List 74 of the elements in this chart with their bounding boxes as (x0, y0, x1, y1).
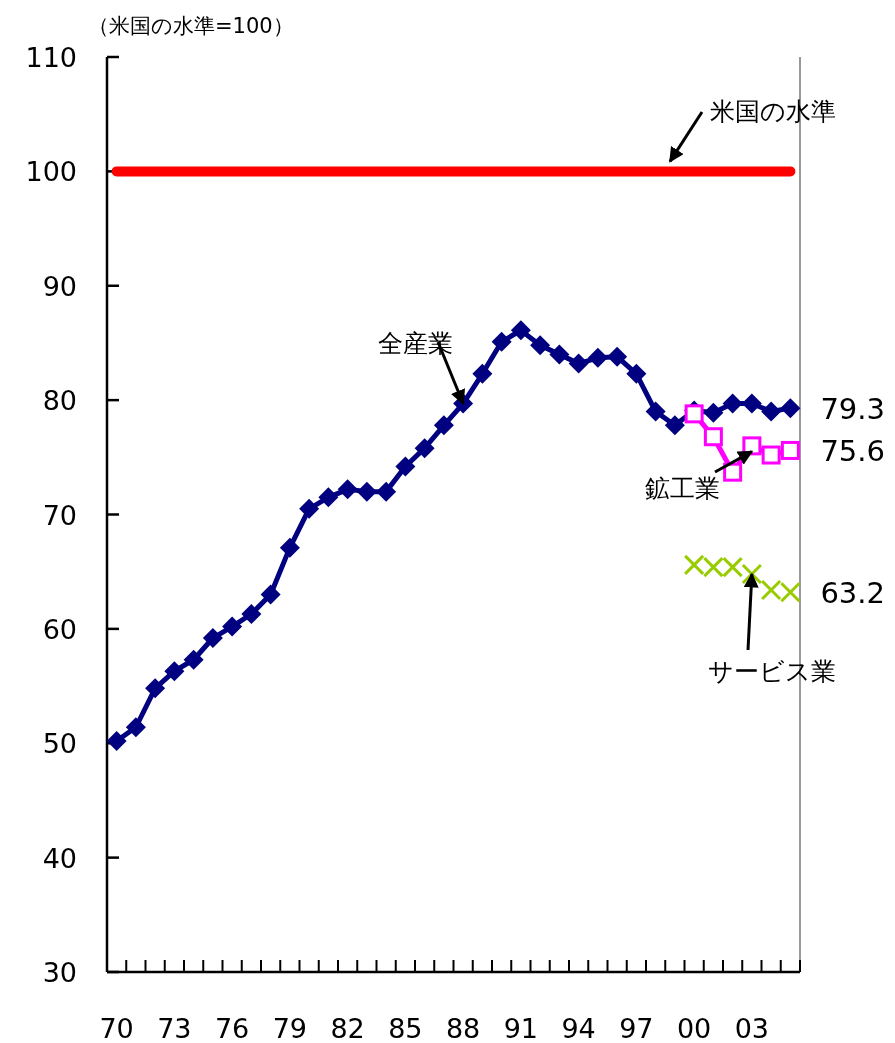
y-tick-label: 110 (25, 42, 77, 73)
point (703, 402, 724, 423)
point (299, 498, 320, 519)
point (664, 415, 685, 436)
point (702, 556, 724, 578)
point (145, 678, 166, 699)
point (337, 479, 358, 500)
point (723, 462, 743, 482)
point (607, 346, 628, 367)
annotation: 鉱工業 (645, 474, 720, 503)
point (125, 717, 146, 738)
x-tick-label: 91 (503, 1013, 539, 1043)
x-tick-label: 76 (214, 1013, 250, 1043)
x-tick-label: 79 (272, 1013, 308, 1043)
x-tick-label: 82 (330, 1013, 365, 1043)
point (761, 445, 781, 465)
y-tick-label: 60 (42, 613, 77, 645)
point (645, 401, 666, 422)
x-tick-label: 70 (99, 1013, 134, 1043)
point (530, 335, 551, 356)
point (760, 579, 782, 601)
point (222, 616, 243, 637)
point (722, 393, 743, 414)
point (472, 363, 493, 384)
point (683, 554, 705, 576)
point (202, 628, 223, 649)
x-tick-label: 85 (388, 1013, 423, 1043)
x-tick-label: 73 (157, 1013, 192, 1043)
annotation: サービス業 (708, 657, 836, 686)
y-tick-label: 100 (25, 156, 77, 188)
y-axis-title: （米国の水準=100） (88, 14, 294, 38)
point (549, 344, 570, 365)
point (510, 320, 531, 341)
point (414, 438, 435, 459)
point (626, 363, 647, 384)
annotation: 米国の水準 (710, 97, 836, 126)
point (318, 487, 339, 508)
point (164, 661, 185, 682)
y-tick-label: 30 (42, 957, 77, 988)
point (106, 730, 127, 751)
y-tick-label: 80 (42, 385, 77, 417)
point (260, 584, 281, 605)
point (684, 404, 704, 424)
point (433, 415, 454, 436)
y-tick-label: 90 (42, 270, 77, 302)
point (587, 347, 608, 368)
y-tick-label: 40 (42, 842, 77, 874)
point (491, 331, 512, 352)
point (703, 427, 723, 447)
point (568, 353, 589, 374)
point (741, 393, 762, 414)
point (779, 581, 801, 603)
data-label: 63.2 (820, 576, 885, 611)
point (395, 456, 416, 477)
y-tick-label: 50 (42, 728, 77, 760)
x-tick-label: 97 (619, 1013, 654, 1043)
x-tick-label: 94 (561, 1013, 596, 1043)
point (279, 537, 300, 558)
point (742, 436, 762, 456)
point (183, 649, 204, 670)
data-label: 79.3 (820, 392, 885, 427)
x-tick-label: 88 (445, 1013, 481, 1043)
y-tick-label: 70 (42, 499, 77, 531)
point (741, 563, 763, 585)
point (376, 481, 397, 502)
point (722, 556, 744, 578)
point (761, 401, 782, 422)
x-tick-label: 03 (734, 1013, 770, 1043)
point (780, 398, 801, 419)
data-label: 75.6 (820, 434, 885, 469)
point (241, 604, 262, 625)
point (780, 440, 800, 460)
point (356, 481, 377, 502)
x-tick-label: 00 (676, 1013, 712, 1043)
